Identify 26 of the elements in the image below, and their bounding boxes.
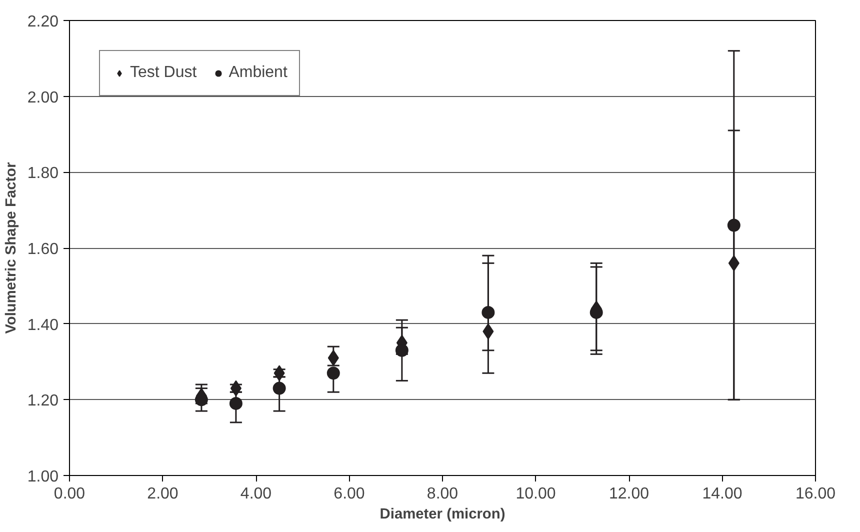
x-tick-label: 8.00 [426, 486, 458, 502]
point [395, 344, 408, 357]
point [482, 306, 495, 319]
x-tick-label: 4.00 [240, 486, 272, 502]
point [326, 366, 340, 380]
x-tick-label: 12.00 [608, 486, 650, 502]
y-tick-label: 1.60 [27, 241, 59, 258]
y-tick-label: 1.40 [27, 316, 59, 334]
y-axis-title: Volumetric Shape Factor [3, 162, 20, 334]
x-tick-label: 6.00 [334, 486, 365, 502]
x-tick-label: 0.00 [54, 486, 86, 502]
x-tick-label: 14.00 [702, 486, 742, 502]
point [272, 382, 286, 395]
legend-label: Test Dust [130, 64, 197, 82]
y-tick-label: 1.80 [27, 165, 59, 182]
point [229, 396, 242, 410]
x-tick-label: 2.00 [147, 486, 178, 502]
y-tick-label: 2.00 [27, 89, 59, 106]
y-tick-label: 2.20 [27, 14, 59, 30]
legend-label: Ambient [228, 64, 288, 82]
x-tick-label: 16.00 [795, 486, 836, 502]
y-tick-label: 1.20 [27, 392, 59, 410]
point [727, 218, 740, 232]
x-tick-label: 10.00 [516, 486, 556, 502]
y-tick-label: 1.00 [27, 468, 59, 486]
x-axis-title: Diameter (micron) [380, 506, 506, 522]
